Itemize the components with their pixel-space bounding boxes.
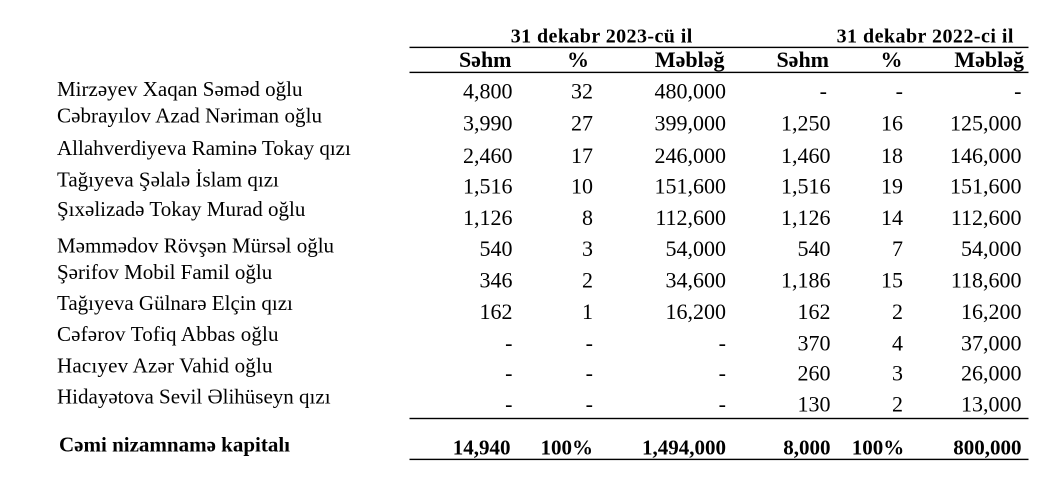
svg-text:Hidayətova Sevil Əlihüseyn qız: Hidayətova Sevil Əlihüseyn qızı [57, 384, 331, 408]
svg-text:480,000: 480,000 [655, 79, 727, 104]
svg-text:100%: 100% [541, 435, 594, 459]
svg-text:Şərifov Mobil Famil oğlu: Şərifov Mobil Famil oğlu [57, 260, 273, 284]
svg-text:8,000: 8,000 [783, 435, 830, 459]
svg-text:118,600: 118,600 [951, 268, 1022, 293]
svg-text:Mirzəyev Xaqan Səməd oğlu: Mirzəyev Xaqan Səməd oğlu [57, 77, 303, 101]
svg-text:54,000: 54,000 [666, 236, 727, 261]
svg-text:151,600: 151,600 [950, 174, 1022, 199]
svg-text:26,000: 26,000 [961, 361, 1022, 386]
svg-text:1,494,000: 1,494,000 [642, 435, 726, 459]
svg-text:-: - [505, 392, 512, 417]
svg-text:4,800: 4,800 [463, 79, 513, 104]
svg-text:-: - [820, 79, 827, 104]
svg-text:17: 17 [571, 143, 593, 168]
svg-text:3: 3 [892, 361, 903, 386]
svg-text:16,200: 16,200 [961, 299, 1022, 324]
svg-text:Hacıyev Azər Vahid oğlu: Hacıyev Azər Vahid oğlu [57, 354, 273, 378]
svg-text:540: 540 [798, 236, 831, 261]
svg-text:2: 2 [892, 299, 903, 324]
svg-text:346: 346 [480, 268, 513, 293]
svg-text:8: 8 [582, 205, 593, 230]
svg-text:1,126: 1,126 [781, 205, 831, 230]
svg-text:-: - [1014, 79, 1021, 104]
svg-text:31 dekabr 2023-cü il: 31 dekabr 2023-cü il [511, 26, 693, 48]
svg-text:-: - [896, 79, 903, 104]
svg-text:14: 14 [881, 205, 903, 230]
svg-text:32: 32 [571, 79, 593, 104]
svg-text:31 dekabr 2022-ci il: 31 dekabr 2022-ci il [837, 26, 1014, 48]
svg-text:112,600: 112,600 [951, 205, 1022, 230]
svg-text:34,600: 34,600 [666, 268, 727, 293]
svg-text:800,000: 800,000 [953, 435, 1021, 459]
svg-text:15: 15 [881, 268, 903, 293]
svg-text:1,516: 1,516 [463, 174, 513, 199]
svg-text:112,600: 112,600 [655, 205, 726, 230]
svg-text:Məbləğ: Məbləğ [655, 47, 725, 72]
svg-text:260: 260 [798, 361, 831, 386]
svg-text:2: 2 [892, 392, 903, 417]
svg-text:13,000: 13,000 [961, 392, 1022, 417]
svg-text:-: - [586, 330, 593, 355]
svg-text:Tağıyeva Gülnarə Elçin qızı: Tağıyeva Gülnarə Elçin qızı [57, 291, 293, 315]
svg-text:4: 4 [892, 330, 903, 355]
svg-text:Cəbrayılov Azad Nəriman oğlu: Cəbrayılov Azad Nəriman oğlu [57, 103, 323, 127]
svg-text:125,000: 125,000 [950, 111, 1022, 136]
svg-text:399,000: 399,000 [655, 111, 727, 136]
svg-text:Cəfərov Tofiq Abbas oğlu: Cəfərov Tofiq Abbas oğlu [57, 322, 279, 346]
svg-text:-: - [586, 361, 593, 386]
svg-text:-: - [719, 392, 726, 417]
svg-text:54,000: 54,000 [961, 236, 1022, 261]
svg-text:-: - [505, 361, 512, 386]
svg-text:27: 27 [571, 111, 593, 136]
svg-text:%: % [881, 47, 903, 72]
svg-text:-: - [586, 392, 593, 417]
svg-text:Tağıyeva Şəlalə İslam qızı: Tağıyeva Şəlalə İslam qızı [57, 167, 279, 191]
svg-text:10: 10 [571, 174, 593, 199]
svg-text:1,460: 1,460 [781, 143, 831, 168]
svg-text:2: 2 [582, 268, 593, 293]
svg-text:162: 162 [480, 299, 513, 324]
svg-text:162: 162 [798, 299, 831, 324]
svg-text:100%: 100% [852, 435, 905, 459]
svg-text:1,186: 1,186 [781, 268, 831, 293]
svg-text:2,460: 2,460 [463, 143, 513, 168]
svg-text:246,000: 246,000 [655, 143, 727, 168]
svg-text:Səhm: Səhm [459, 47, 512, 72]
svg-text:16,200: 16,200 [666, 299, 727, 324]
svg-text:7: 7 [892, 236, 903, 261]
svg-text:Şıxəlizadə Tokay Murad oğlu: Şıxəlizadə Tokay Murad oğlu [57, 197, 306, 221]
svg-text:Cəmi nizamnamə kapitalı: Cəmi nizamnamə kapitalı [59, 433, 290, 457]
svg-text:146,000: 146,000 [950, 143, 1022, 168]
svg-text:Səhm: Səhm [776, 47, 829, 72]
svg-text:3,990: 3,990 [463, 111, 513, 136]
svg-text:370: 370 [798, 330, 831, 355]
svg-text:130: 130 [798, 392, 831, 417]
svg-text:Məbləğ: Məbləğ [954, 47, 1024, 72]
svg-text:14,940: 14,940 [453, 435, 511, 459]
svg-text:1,516: 1,516 [781, 174, 831, 199]
svg-text:37,000: 37,000 [961, 330, 1022, 355]
svg-text:1,126: 1,126 [463, 205, 513, 230]
svg-text:%: % [567, 47, 589, 72]
svg-text:540: 540 [480, 236, 513, 261]
svg-text:-: - [719, 330, 726, 355]
svg-text:1: 1 [582, 299, 593, 324]
svg-text:151,600: 151,600 [655, 174, 727, 199]
svg-text:18: 18 [881, 143, 903, 168]
svg-text:Məmmədov Rövşən Mürsəl oğlu: Məmmədov Rövşən Mürsəl oğlu [57, 233, 335, 257]
svg-text:Allahverdiyeva Raminə Tokay qı: Allahverdiyeva Raminə Tokay qızı [57, 136, 351, 160]
svg-text:-: - [505, 330, 512, 355]
svg-text:-: - [719, 361, 726, 386]
svg-text:1,250: 1,250 [781, 111, 831, 136]
svg-text:16: 16 [881, 111, 903, 136]
svg-text:19: 19 [881, 174, 903, 199]
svg-text:3: 3 [582, 236, 593, 261]
